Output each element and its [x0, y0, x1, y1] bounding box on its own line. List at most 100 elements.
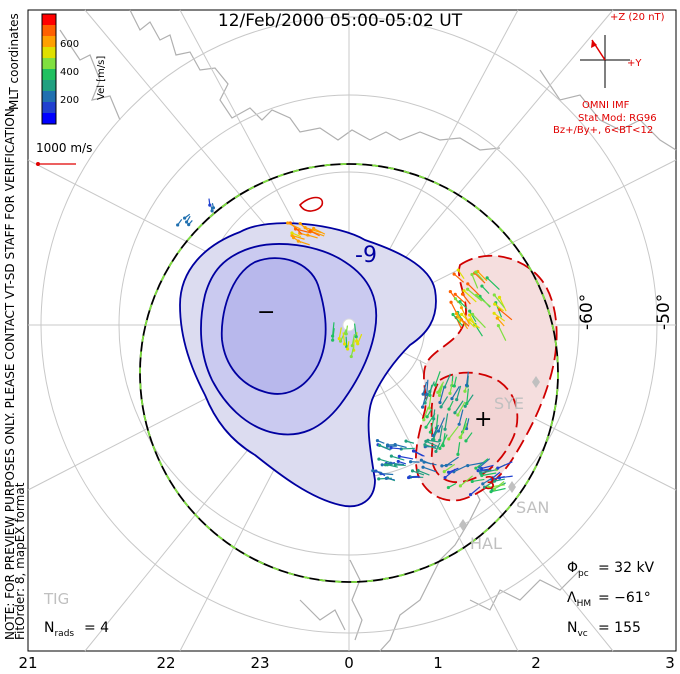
velocity-vector — [428, 396, 432, 409]
velocity-vector — [426, 379, 429, 395]
colorbar-swatch — [42, 102, 56, 113]
velocity-vector — [445, 456, 459, 466]
velocity-vector — [449, 381, 454, 394]
svg-text:Φpc: Φpc — [567, 560, 589, 579]
stat-lambda-hm: ΛHM = −61° — [567, 590, 651, 609]
velocity-vector-origin — [210, 209, 214, 213]
nvc-sub: vc — [577, 629, 587, 639]
velocity-vector — [452, 314, 464, 327]
mlt-axis: 21 22 23 0 1 2 3 — [18, 654, 674, 672]
velocity-vector — [378, 458, 390, 463]
velocity-vector-origin — [453, 297, 458, 301]
map-title: 12/Feb/2000 05:00-05:02 UT — [218, 11, 463, 31]
velocity-vector-origin — [479, 471, 483, 475]
colorbar-swatch — [42, 80, 56, 91]
velocity-vector — [437, 417, 445, 432]
velocity-vector-origin — [384, 476, 388, 481]
velocity-vector-origin — [448, 289, 452, 294]
velocity-vector — [457, 401, 466, 416]
velocity-vector — [488, 484, 505, 488]
stat-model: Stat Mod: RG96 — [578, 113, 657, 124]
velocity-vector-origin — [439, 405, 443, 409]
velocity-vector-origin — [306, 233, 310, 237]
velocity-vector-origin — [456, 268, 460, 272]
velocity-vector — [422, 466, 437, 473]
velocity-vector — [480, 469, 496, 474]
velocity-vector — [440, 396, 449, 408]
velocity-vector-origin — [452, 272, 456, 276]
velocity-vector — [423, 407, 429, 420]
velocity-vector — [454, 400, 464, 414]
velocity-vector-origin — [426, 438, 430, 442]
velocity-vector — [391, 455, 405, 461]
velocity-vector — [307, 234, 318, 239]
velocity-vector-origin — [425, 415, 429, 419]
colorbar-label: Vel [m/s] — [96, 56, 107, 100]
station-sye-marker — [532, 376, 540, 388]
velocity-vector-origin — [312, 226, 316, 231]
velocity-vector-origin — [385, 444, 390, 448]
velocity-vector-origin — [377, 477, 381, 481]
velocity-vector-origin — [493, 302, 497, 306]
colorbar-swatch — [42, 91, 56, 102]
velocity-vector — [401, 447, 415, 450]
velocity-vector-origin — [438, 400, 442, 405]
velocity-vector — [444, 373, 452, 388]
lat-label-50: -50° — [654, 294, 674, 330]
contour-label-negative: -9 — [355, 243, 377, 268]
mlt-tick-2: 2 — [531, 654, 541, 672]
velocity-vector-origin — [458, 300, 462, 304]
potential-min-marker: − — [257, 300, 275, 325]
velocity-vector — [494, 481, 505, 490]
velocity-vector-origin — [497, 295, 502, 299]
negative-potential-cell — [179, 222, 488, 508]
velocity-vector — [462, 293, 471, 305]
fit-order-note: FitOrder: 8, mapEX format — [13, 482, 27, 640]
velocity-vector-origin — [470, 272, 474, 277]
velocity-vector — [456, 313, 469, 330]
colorbar-swatch — [42, 14, 56, 25]
velocity-vector — [453, 273, 465, 283]
velocity-vector — [435, 414, 439, 429]
velocity-vector-origin — [466, 282, 470, 286]
velocity-vector-origin — [427, 406, 431, 410]
velocity-vector-origin — [419, 458, 423, 462]
velocity-vector-origin — [446, 485, 450, 490]
velocity-vector — [438, 385, 444, 396]
velocity-vector-origin — [444, 463, 448, 468]
velocity-vector-origin — [442, 470, 446, 474]
velocity-vector-origin — [440, 464, 444, 468]
velocity-vector-origin — [389, 461, 393, 465]
velocity-vector — [350, 347, 355, 357]
velocity-vector-origin — [389, 446, 393, 450]
velocity-vector-origin — [459, 306, 464, 310]
velocity-vector — [493, 294, 505, 309]
plot-frame — [27, 9, 677, 652]
velocity-vector — [494, 478, 505, 482]
velocity-vector-origin — [354, 335, 358, 339]
velocity-vector-origin — [286, 221, 290, 225]
velocity-vector-origin — [449, 300, 453, 304]
velocity-vector — [496, 317, 505, 327]
velocity-vector — [459, 301, 468, 310]
velocity-vector — [490, 487, 506, 493]
lat-label-60: -60° — [577, 294, 597, 330]
velocity-vector-origin — [468, 309, 472, 313]
velocity-vector-origin — [468, 493, 473, 497]
velocity-vector — [444, 413, 449, 430]
velocity-vector-origin — [416, 468, 420, 473]
velocity-vector-origin — [411, 449, 416, 453]
velocity-vector-origin — [404, 439, 408, 443]
velocity-vector — [459, 425, 467, 438]
station-label-hal: HAL — [470, 534, 502, 553]
n-rads-value: = 4 — [84, 620, 109, 636]
velocity-vector-origin — [377, 457, 381, 461]
velocity-vector-origin — [421, 465, 425, 469]
velocity-vector-origin — [443, 427, 447, 431]
velocity-vector — [379, 444, 391, 451]
colorbar-outline — [41, 13, 57, 125]
lambda-symbol: Λ — [567, 590, 577, 606]
velocity-vector — [295, 228, 312, 234]
velocity-vector-origin — [447, 437, 451, 441]
velocity-vector-origin — [453, 292, 457, 296]
